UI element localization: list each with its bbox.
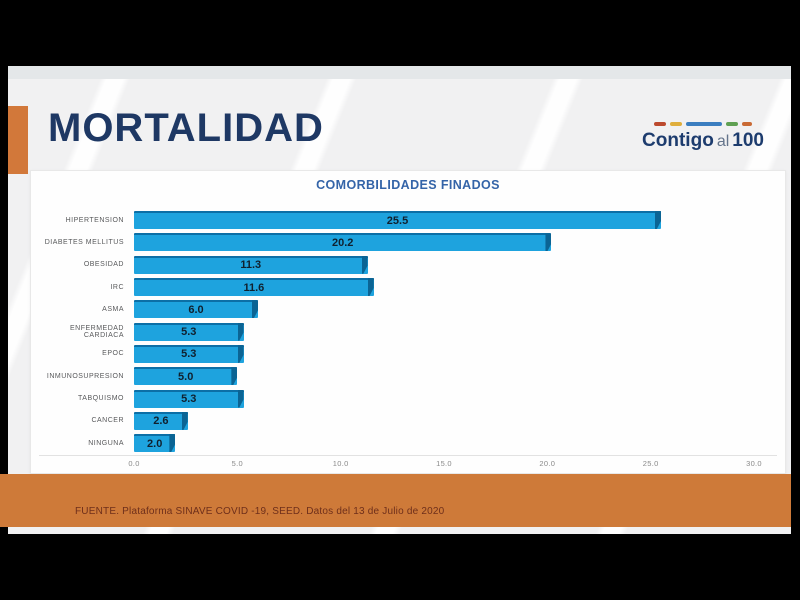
bar-chart: HIPERTENSION 25.5 DIABETES MELLITUS 20.2 OBE…: [31, 209, 785, 454]
x-axis: 0.0 5.0 10.0 15.0 20.0 25.0 30.0: [31, 459, 785, 471]
value-label: 5.3: [181, 393, 197, 406]
bar: 5.3: [134, 389, 244, 408]
x-axis-tick-label: 25.0: [642, 459, 659, 468]
category-label: CANCER: [91, 417, 124, 425]
logo-dash-orange: [742, 122, 752, 126]
category-label: TABQUISMO: [78, 395, 124, 403]
logo-text: Contigo al 100: [642, 130, 764, 152]
value-label: 6.0: [188, 303, 204, 316]
bar: 2.6: [134, 411, 188, 430]
logo-word-al: al: [716, 133, 730, 150]
source-text: FUENTE. Plataforma SINAVE COVID -19, SEE…: [75, 506, 445, 517]
category-label: ENFERMEDAD CARDIACA: [69, 324, 124, 339]
chart-panel: COMORBILIDADES FINADOS HIPERTENSION 25.5 D…: [30, 170, 786, 474]
value-label: 5.0: [178, 370, 194, 383]
bar: 6.0: [134, 300, 258, 319]
logo-word-100: 100: [732, 130, 764, 151]
category-label: HIPERTENSION: [65, 216, 124, 224]
page-title: MORTALIDAD: [48, 106, 324, 150]
chart-row: TABQUISMO 5.3: [31, 387, 785, 409]
value-label: 2.6: [153, 415, 169, 428]
value-label: 11.3: [240, 259, 262, 272]
slide: MORTALIDAD Contigo al 100 COMORBILIDADES…: [0, 66, 791, 534]
category-label: INMUNOSUPRESION: [46, 372, 124, 380]
x-axis-line: [39, 455, 777, 456]
bar: 2.0: [134, 434, 176, 453]
x-axis-tick-label: 15.0: [436, 459, 452, 468]
value-label: 5.3: [181, 348, 197, 361]
bar: 25.5: [134, 211, 661, 230]
x-axis-tick-label: 20.0: [539, 459, 556, 468]
bar: 5.3: [134, 344, 244, 363]
chart-row: EPOC 5.3: [31, 343, 785, 365]
value-label: 20.2: [332, 236, 354, 249]
x-axis-tick-label: 0.0: [128, 459, 140, 468]
chart-title: COMORBILIDADES FINADOS: [316, 178, 500, 192]
chart-row: HIPERTENSION 25.5: [31, 209, 785, 231]
chart-row: ENFERMEDAD CARDIACA 5.3: [31, 320, 785, 342]
category-label: ASMA: [102, 305, 124, 313]
chart-row: NINGUNA 2.0: [31, 432, 785, 454]
value-label: 11.6: [243, 281, 265, 294]
logo-word-contigo: Contigo: [642, 130, 714, 151]
logo-dash-green: [726, 122, 738, 126]
bar: 5.0: [134, 367, 238, 386]
value-label: 5.3: [181, 326, 197, 339]
category-label: EPOC: [102, 350, 124, 358]
bar: 11.3: [134, 255, 368, 274]
footer-band: FUENTE. Plataforma SINAVE COVID -19, SEE…: [0, 474, 791, 527]
logo-dash-red: [654, 122, 666, 126]
bar: 11.6: [134, 278, 374, 297]
chart-row: OBESIDAD 11.3: [31, 254, 785, 276]
chart-row: IRC 11.6: [31, 276, 785, 298]
chart-row: INMUNOSUPRESION 5.0: [31, 365, 785, 387]
bar: 5.3: [134, 322, 244, 341]
chart-row: ASMA 6.0: [31, 298, 785, 320]
slide-top-strip: [8, 66, 791, 79]
value-label: 25.5: [386, 214, 409, 227]
logo-dash-yellow: [670, 122, 682, 126]
category-label: IRC: [110, 283, 124, 291]
category-label: NINGUNA: [88, 439, 124, 447]
category-label: OBESIDAD: [83, 261, 124, 269]
chart-row: DIABETES MELLITUS 20.2: [31, 231, 785, 253]
x-axis-tick-label: 5.0: [231, 459, 243, 468]
bar: 20.2: [134, 233, 552, 252]
orange-accent-block: [8, 106, 28, 174]
category-label: DIABETES MELLITUS: [44, 238, 124, 246]
chart-row: CANCER 2.6: [31, 410, 785, 432]
value-label: 2.0: [147, 437, 163, 450]
x-axis-tick-label: 30.0: [746, 459, 762, 468]
contigo-al-100-logo: Contigo al 100: [642, 122, 764, 152]
logo-dash-blue: [686, 122, 722, 126]
logo-color-dashes: [643, 122, 763, 126]
x-axis-tick-label: 10.0: [332, 459, 349, 468]
